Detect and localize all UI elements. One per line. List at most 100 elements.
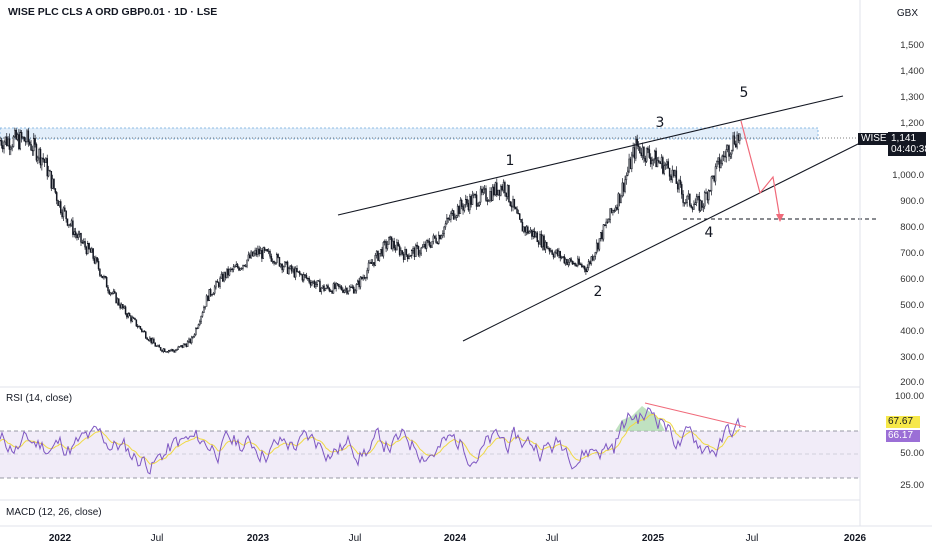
candle-body	[355, 284, 358, 292]
candle-body	[398, 245, 401, 255]
candle-body	[111, 292, 113, 294]
candle-body	[486, 200, 489, 202]
candle-body	[7, 138, 9, 146]
candle-body	[335, 283, 337, 289]
candle-body	[702, 205, 705, 208]
candle-body	[247, 254, 250, 261]
candle-body	[379, 249, 382, 254]
candle-body	[613, 210, 615, 212]
candle-body	[421, 246, 424, 249]
currency-label[interactable]: GBX	[896, 8, 918, 19]
candle-body	[423, 244, 425, 248]
candle-body	[66, 218, 69, 226]
price-tick: 500.0	[900, 300, 924, 311]
symbol-title[interactable]: WISE PLC CLS A ORD GBP0.01 · 1D · LSE	[8, 6, 218, 18]
candle-body	[666, 161, 668, 165]
candle-body	[388, 236, 390, 245]
candle-body	[718, 157, 721, 168]
candle-body	[726, 145, 729, 150]
wave-label-4[interactable]: 4	[704, 225, 714, 241]
candle-body	[338, 283, 340, 287]
candle-body	[695, 196, 698, 203]
candle-body	[169, 350, 171, 352]
candle-body	[84, 241, 86, 248]
candle-body	[716, 161, 718, 167]
candle-body	[505, 192, 507, 198]
candle-body	[629, 158, 632, 170]
candle-body	[699, 200, 702, 211]
candle-body	[463, 204, 466, 211]
candle-body	[213, 286, 216, 294]
rsi-overbought-fill	[615, 406, 665, 431]
candle-body	[448, 218, 451, 220]
candle-body	[38, 148, 40, 159]
candle-body	[600, 232, 602, 239]
candle-body	[234, 266, 236, 268]
rsi-label[interactable]: RSI (14, close)	[6, 393, 73, 404]
time-tick: Jul	[745, 533, 759, 544]
candle-body	[239, 268, 242, 271]
resistance-zone[interactable]	[0, 127, 819, 140]
candle-body	[363, 276, 366, 279]
candle-body	[162, 348, 165, 352]
candle-body	[586, 267, 588, 272]
candle-body	[343, 289, 345, 293]
candle-body	[481, 188, 483, 193]
candle-body	[506, 184, 509, 198]
candle-body	[124, 306, 127, 315]
candle-body	[543, 235, 545, 250]
candle-body	[300, 273, 302, 276]
candle-body	[11, 146, 13, 149]
candle-body	[654, 150, 656, 160]
candle-body	[184, 343, 186, 345]
macd-label[interactable]: MACD (12, 26, close)	[6, 507, 102, 518]
lower-trendline[interactable]	[462, 141, 863, 342]
candle-body	[667, 161, 669, 169]
candle-body	[705, 192, 707, 194]
candle-body	[419, 252, 421, 256]
candle-body	[590, 256, 593, 264]
candle-body	[27, 130, 30, 143]
projection-path[interactable]	[740, 120, 781, 220]
candle-body	[316, 280, 318, 285]
candle-body	[556, 249, 559, 256]
candle-body	[529, 229, 532, 232]
candle-body	[496, 182, 498, 196]
candle-body	[311, 282, 313, 286]
wave-label-5[interactable]: 5	[739, 85, 749, 101]
candle-body	[535, 232, 537, 237]
last-price-tag[interactable]: 1,141 04:40:38	[888, 132, 930, 156]
candlestick-series	[0, 127, 741, 354]
candle-body	[340, 286, 343, 291]
last-price-symbol-tag[interactable]: WISE	[858, 133, 890, 145]
wave-label-3[interactable]: 3	[655, 115, 665, 131]
candle-body	[420, 247, 422, 254]
wave-label-2[interactable]: 2	[593, 284, 603, 300]
candle-body	[706, 192, 709, 201]
candle-body	[593, 255, 595, 261]
candle-body	[554, 252, 556, 258]
candle-body	[439, 234, 441, 240]
candle-body	[186, 341, 189, 347]
upper-trendline[interactable]	[337, 95, 844, 216]
candle-body	[34, 138, 36, 145]
price-tick: 1,300	[900, 92, 924, 103]
candle-body	[452, 210, 455, 220]
candle-body	[475, 194, 478, 207]
candle-body	[478, 201, 480, 206]
rsi-divergence-line[interactable]	[644, 402, 747, 428]
candle-body	[589, 261, 591, 264]
candle-body	[73, 231, 75, 235]
candle-body	[574, 262, 576, 266]
price-tick: 200.0	[900, 377, 924, 388]
candle-body	[255, 249, 258, 255]
candle-body	[168, 350, 170, 353]
candle-body	[212, 293, 215, 296]
wave-label-1[interactable]: 1	[505, 153, 515, 169]
candle-body	[624, 179, 626, 192]
candle-body	[698, 195, 701, 211]
candle-body	[659, 161, 661, 164]
candle-body	[730, 149, 733, 155]
candle-body	[579, 263, 582, 266]
